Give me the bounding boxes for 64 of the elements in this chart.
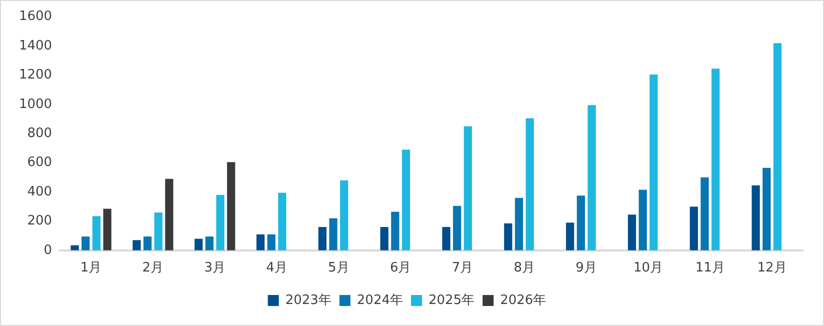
x-tick-label: 10月 (633, 260, 663, 276)
legend-label: 2024年 (356, 292, 404, 308)
bar (340, 180, 348, 250)
bar (132, 240, 141, 250)
y-tick-label: 600 (27, 155, 52, 170)
bar (278, 192, 286, 250)
y-tick-label: 1600 (18, 9, 52, 24)
legend-label: 2025年 (428, 292, 475, 308)
bar (165, 178, 174, 250)
x-tick-label: 3月 (204, 260, 226, 276)
bar (566, 222, 574, 250)
y-tick-label: 1200 (18, 68, 52, 83)
bar (453, 206, 462, 250)
bar (752, 185, 760, 250)
y-tick-label: 1000 (18, 96, 52, 112)
bar (143, 236, 152, 250)
y-tick-label: 0 (44, 242, 52, 258)
bar (267, 234, 276, 250)
bar (514, 198, 524, 250)
y-tick-label: 200 (27, 214, 52, 229)
bar (588, 105, 596, 250)
bar (194, 238, 203, 250)
bar (256, 234, 265, 250)
bar (711, 68, 720, 250)
y-tick-label: 400 (27, 184, 52, 200)
bar (318, 227, 326, 250)
x-tick-label: 8月 (514, 260, 536, 276)
legend-label: 2026年 (500, 292, 546, 308)
bar (773, 43, 782, 250)
bar (103, 208, 112, 250)
bar (380, 227, 388, 250)
x-tick-label: 4月 (266, 260, 288, 276)
bar (329, 218, 338, 250)
y-tick-label: 1400 (18, 38, 52, 54)
legend-label: 2023年 (285, 292, 332, 308)
bar (205, 236, 214, 250)
bar (442, 227, 450, 250)
x-tick-label: 5月 (328, 260, 350, 276)
bar (504, 223, 512, 250)
bar (70, 245, 79, 250)
x-tick-label: 9月 (576, 260, 597, 276)
bar (154, 212, 162, 250)
bar (526, 118, 534, 250)
x-tick-label: 2月 (142, 260, 164, 276)
bar (650, 74, 658, 250)
bar (82, 236, 90, 250)
bar (690, 206, 698, 250)
bar (576, 196, 585, 250)
bar (227, 162, 236, 250)
bar (762, 168, 771, 250)
bar (700, 177, 709, 250)
x-tick-label: 12月 (757, 260, 787, 276)
x-tick-label: 7月 (452, 260, 474, 276)
bar (402, 150, 410, 250)
bar (216, 194, 224, 250)
bar (628, 214, 636, 250)
y-tick-label: 800 (27, 126, 52, 141)
x-tick-label: 1月 (80, 260, 102, 276)
bar (464, 126, 472, 250)
x-tick-label: 6月 (390, 260, 412, 276)
bar (638, 190, 647, 250)
bar (391, 212, 400, 250)
x-tick-label: 11月 (695, 260, 725, 276)
bar (92, 216, 101, 250)
